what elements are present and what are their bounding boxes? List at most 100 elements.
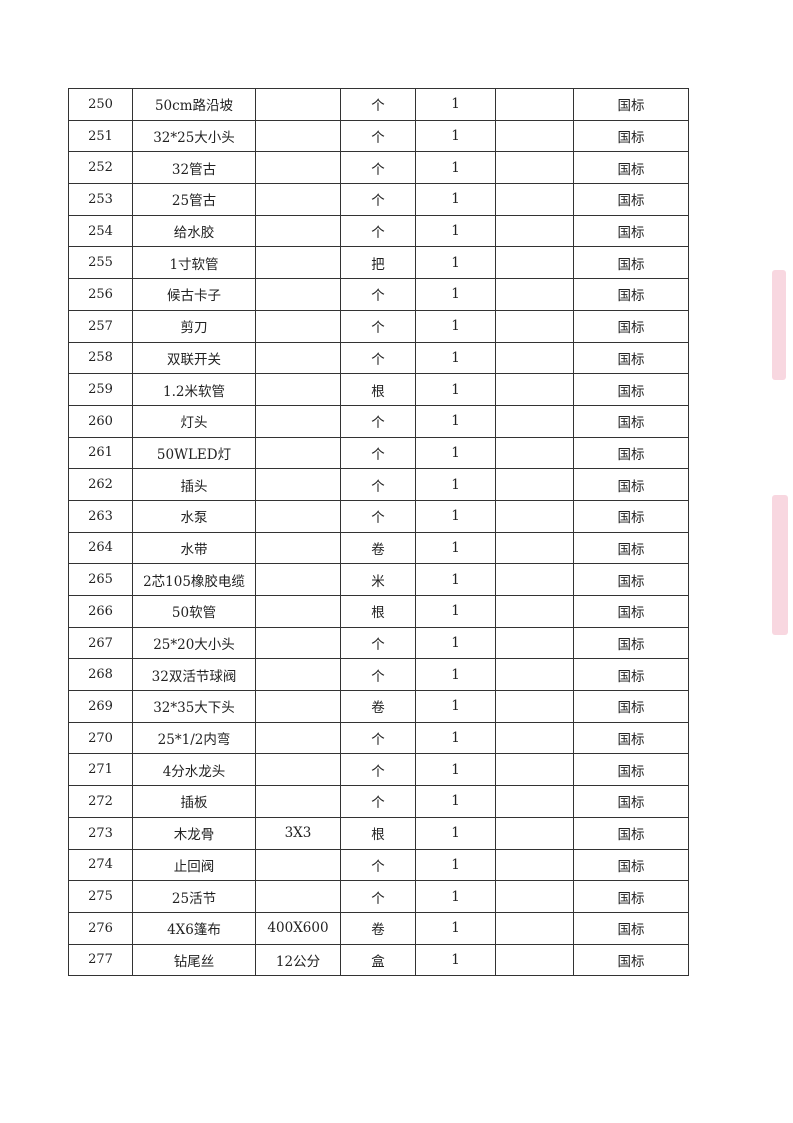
item-standard: 国标 <box>573 531 689 565</box>
item-unit: 卷 <box>340 911 416 945</box>
item-note <box>495 880 574 913</box>
item-spec: 3X3 <box>255 816 341 850</box>
item-name: 25管古 <box>132 183 256 216</box>
item-name: 水泵 <box>132 499 256 533</box>
item-standard: 国标 <box>573 721 689 755</box>
item-spec <box>255 658 341 692</box>
item-name: 32*25大小头 <box>132 119 256 153</box>
item-unit: 个 <box>340 404 416 438</box>
item-name: 32管古 <box>132 151 256 185</box>
item-standard: 国标 <box>573 785 689 818</box>
row-number: 251 <box>68 119 133 153</box>
item-unit: 根 <box>340 595 416 628</box>
row-number: 270 <box>68 721 133 755</box>
item-quantity: 1 <box>415 721 496 755</box>
item-note <box>495 943 574 977</box>
row-number: 276 <box>68 911 133 945</box>
item-spec <box>255 721 341 755</box>
row-number: 254 <box>68 214 133 248</box>
item-standard: 国标 <box>573 88 689 121</box>
table-row: 258 双联开关 个 1 国标 <box>68 341 689 375</box>
item-name: 给水胶 <box>132 214 256 248</box>
item-note <box>495 373 574 406</box>
item-name: 2芯105橡胶电缆 <box>132 563 256 596</box>
item-standard: 国标 <box>573 499 689 533</box>
item-unit: 把 <box>340 246 416 280</box>
row-number: 275 <box>68 880 133 913</box>
item-unit: 根 <box>340 373 416 406</box>
item-quantity: 1 <box>415 595 496 628</box>
item-note <box>495 595 574 628</box>
row-number: 277 <box>68 943 133 977</box>
item-standard: 国标 <box>573 911 689 945</box>
table-row: 261 50WLED灯 个 1 国标 <box>68 436 689 470</box>
item-unit: 个 <box>340 309 416 343</box>
item-name: 1寸软管 <box>132 246 256 280</box>
table-row: 266 50软管 根 1 国标 <box>68 595 689 628</box>
item-quantity: 1 <box>415 436 496 470</box>
item-spec <box>255 341 341 375</box>
table-row: 264 水带 卷 1 国标 <box>68 531 689 565</box>
item-name: 灯头 <box>132 404 256 438</box>
row-number: 250 <box>68 88 133 121</box>
item-standard: 国标 <box>573 214 689 248</box>
item-name: 双联开关 <box>132 341 256 375</box>
item-name: 32双活节球阀 <box>132 658 256 692</box>
item-quantity: 1 <box>415 690 496 723</box>
item-note <box>495 721 574 755</box>
row-number: 259 <box>68 373 133 406</box>
table-row: 268 32双活节球阀 个 1 国标 <box>68 658 689 692</box>
table-row: 270 25*1/2内弯 个 1 国标 <box>68 721 689 755</box>
item-spec: 400X600 <box>255 911 341 945</box>
item-spec <box>255 119 341 153</box>
row-number: 267 <box>68 626 133 660</box>
item-quantity: 1 <box>415 88 496 121</box>
table-row: 267 25*20大小头 个 1 国标 <box>68 626 689 660</box>
item-spec <box>255 88 341 121</box>
table-row: 259 1.2米软管 根 1 国标 <box>68 373 689 406</box>
table-row: 254 给水胶 个 1 国标 <box>68 214 689 248</box>
item-unit: 个 <box>340 341 416 375</box>
item-standard: 国标 <box>573 880 689 913</box>
item-spec <box>255 436 341 470</box>
item-note <box>495 816 574 850</box>
item-standard: 国标 <box>573 816 689 850</box>
item-spec <box>255 880 341 913</box>
item-standard: 国标 <box>573 563 689 596</box>
row-number: 273 <box>68 816 133 850</box>
item-spec <box>255 499 341 533</box>
table-row: 273 木龙骨 3X3 根 1 国标 <box>68 816 689 850</box>
item-unit: 个 <box>340 119 416 153</box>
row-number: 260 <box>68 404 133 438</box>
item-quantity: 1 <box>415 816 496 850</box>
item-name: 50WLED灯 <box>132 436 256 470</box>
item-spec <box>255 595 341 628</box>
item-standard: 国标 <box>573 848 689 882</box>
item-note <box>495 468 574 501</box>
item-standard: 国标 <box>573 119 689 153</box>
item-note <box>495 88 574 121</box>
table-row: 274 止回阀 个 1 国标 <box>68 848 689 882</box>
item-quantity: 1 <box>415 278 496 311</box>
item-unit: 个 <box>340 658 416 692</box>
table-row: 263 水泵 个 1 国标 <box>68 499 689 533</box>
item-unit: 个 <box>340 88 416 121</box>
item-name: 止回阀 <box>132 848 256 882</box>
table-body: 250 50cm路沿坡个 1 国标 251 32*25大小头个 1 国标 252 32管古个 1 国标… <box>68 88 689 977</box>
item-note <box>495 626 574 660</box>
item-note <box>495 563 574 596</box>
row-number: 252 <box>68 151 133 185</box>
row-number: 261 <box>68 436 133 470</box>
item-note <box>495 436 574 470</box>
item-name: 水带 <box>132 531 256 565</box>
item-quantity: 1 <box>415 373 496 406</box>
item-quantity: 1 <box>415 911 496 945</box>
item-note <box>495 404 574 438</box>
item-name: 50cm路沿坡 <box>132 88 256 121</box>
item-standard: 国标 <box>573 468 689 501</box>
row-number: 264 <box>68 531 133 565</box>
item-quantity: 1 <box>415 246 496 280</box>
item-quantity: 1 <box>415 341 496 375</box>
table-row: 272 插板 个 1 国标 <box>68 785 689 818</box>
item-unit: 卷 <box>340 690 416 723</box>
